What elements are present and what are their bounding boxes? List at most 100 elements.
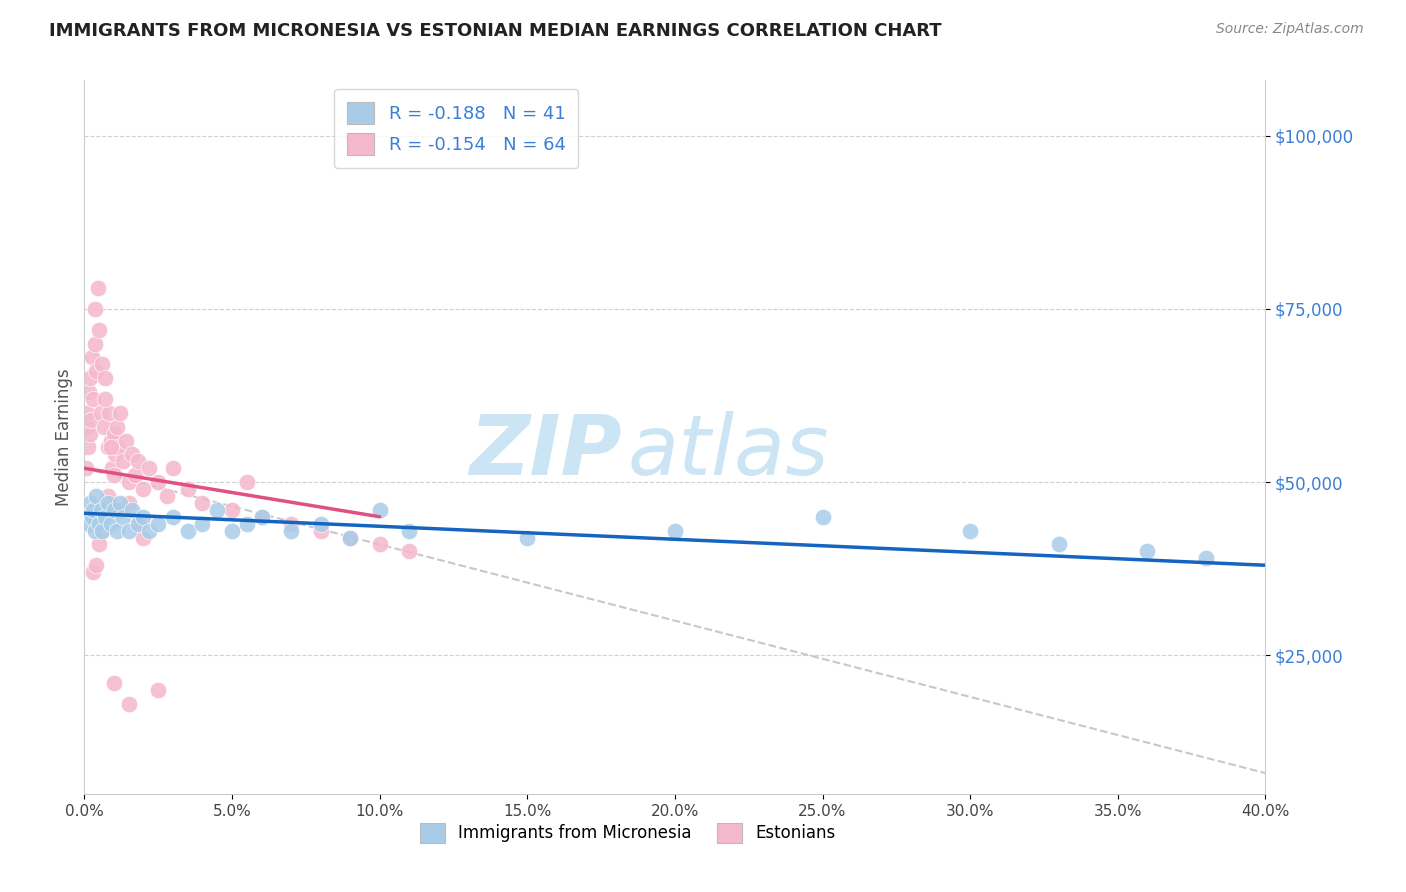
Point	[398, 544, 420, 558]
Point	[87, 516, 111, 531]
Text: ZIP: ZIP	[470, 411, 621, 491]
Point	[103, 503, 125, 517]
Point	[121, 447, 143, 461]
Legend: Immigrants from Micronesia, Estonians: Immigrants from Micronesia, Estonians	[413, 816, 842, 850]
Point	[108, 503, 131, 517]
Point	[100, 441, 122, 455]
Point	[664, 524, 686, 538]
Point	[79, 371, 101, 385]
Point	[368, 537, 391, 551]
Point	[87, 537, 111, 551]
Point	[77, 516, 100, 531]
Point	[76, 419, 98, 434]
Point	[1047, 537, 1070, 551]
Point	[80, 509, 103, 524]
Point	[221, 524, 243, 538]
Point	[132, 509, 155, 524]
Point	[100, 516, 122, 531]
Point	[91, 524, 114, 538]
Point	[250, 509, 273, 524]
Point	[138, 524, 160, 538]
Point	[91, 357, 114, 371]
Point	[76, 406, 98, 420]
Point	[101, 461, 124, 475]
Point	[339, 531, 361, 545]
Point	[75, 461, 97, 475]
Point	[77, 441, 100, 455]
Point	[114, 434, 136, 448]
Point	[118, 524, 141, 538]
Point	[94, 371, 117, 385]
Point	[309, 524, 332, 538]
Point	[236, 516, 259, 531]
Point	[138, 461, 160, 475]
Point	[93, 419, 115, 434]
Point	[124, 468, 146, 483]
Point	[118, 697, 141, 711]
Point	[103, 676, 125, 690]
Point	[191, 496, 214, 510]
Y-axis label: Median Earnings: Median Earnings	[55, 368, 73, 506]
Point	[84, 558, 107, 573]
Point	[127, 516, 149, 531]
Point	[104, 447, 127, 461]
Point	[84, 489, 107, 503]
Point	[280, 516, 302, 531]
Point	[100, 434, 122, 448]
Point	[118, 475, 141, 489]
Point	[111, 509, 134, 524]
Point	[132, 531, 155, 545]
Point	[94, 509, 117, 524]
Point	[177, 524, 200, 538]
Point	[97, 489, 120, 503]
Point	[80, 351, 103, 365]
Point	[86, 281, 108, 295]
Point	[148, 475, 170, 489]
Point	[97, 496, 120, 510]
Point	[97, 441, 120, 455]
Point	[368, 503, 391, 517]
Point	[148, 682, 170, 697]
Point	[90, 503, 112, 517]
Point	[98, 406, 121, 420]
Point	[82, 565, 104, 579]
Point	[79, 426, 101, 441]
Point	[811, 509, 834, 524]
Point	[177, 482, 200, 496]
Point	[1195, 551, 1218, 566]
Text: Source: ZipAtlas.com: Source: ZipAtlas.com	[1216, 22, 1364, 37]
Point	[82, 503, 104, 517]
Point	[250, 509, 273, 524]
Text: atlas: atlas	[627, 411, 830, 491]
Point	[398, 524, 420, 538]
Point	[156, 489, 179, 503]
Point	[77, 385, 100, 400]
Point	[105, 524, 128, 538]
Point	[207, 503, 229, 517]
Point	[82, 392, 104, 406]
Point	[94, 392, 117, 406]
Point	[103, 426, 125, 441]
Point	[108, 496, 131, 510]
Point	[90, 406, 112, 420]
Point	[339, 531, 361, 545]
Point	[103, 468, 125, 483]
Point	[148, 516, 170, 531]
Point	[83, 301, 105, 316]
Point	[127, 454, 149, 468]
Point	[118, 496, 141, 510]
Point	[111, 454, 134, 468]
Point	[105, 419, 128, 434]
Point	[121, 503, 143, 517]
Point	[162, 509, 184, 524]
Point	[236, 475, 259, 489]
Point	[280, 524, 302, 538]
Point	[83, 336, 105, 351]
Point	[79, 496, 101, 510]
Point	[221, 503, 243, 517]
Text: IMMIGRANTS FROM MICRONESIA VS ESTONIAN MEDIAN EARNINGS CORRELATION CHART: IMMIGRANTS FROM MICRONESIA VS ESTONIAN M…	[49, 22, 942, 40]
Point	[80, 413, 103, 427]
Point	[84, 364, 107, 378]
Point	[516, 531, 538, 545]
Point	[107, 441, 129, 455]
